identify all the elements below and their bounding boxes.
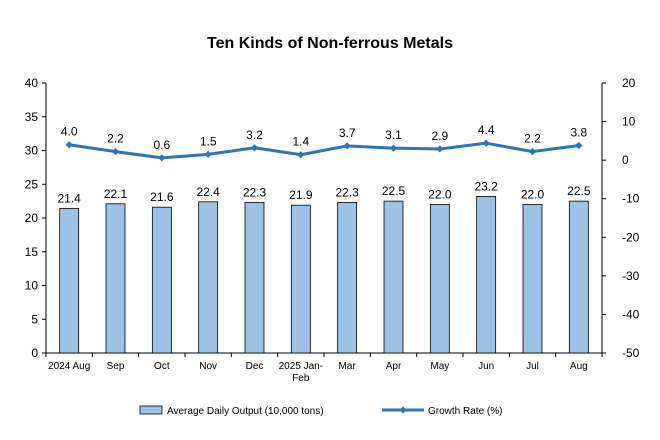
growth-rate-point (158, 154, 166, 162)
right-tick-label: 10 (622, 115, 636, 129)
growth-rate-point (528, 148, 537, 156)
right-tick-label: -10 (622, 192, 640, 206)
right-tick-label: 20 (622, 76, 636, 90)
legend-swatch-output (139, 405, 163, 415)
growth-rate-point (436, 145, 444, 153)
x-tick-label: Feb (292, 373, 310, 384)
growth-rate-point (204, 150, 212, 158)
x-tick-label: Nov (199, 361, 217, 372)
x-tick-label: Jun (478, 361, 494, 372)
bar (476, 195, 497, 354)
x-tick-label: Sep (107, 361, 125, 372)
line-data-label: 2.2 (524, 132, 541, 146)
bar-data-label: 21.4 (57, 192, 81, 206)
x-tick-label: May (430, 361, 449, 372)
line-data-label: 2.2 (107, 132, 124, 146)
bar (151, 206, 172, 354)
line-data-label: 3.2 (246, 128, 263, 142)
growth-rate-point (111, 148, 120, 156)
bar (244, 202, 265, 354)
left-tick-label: 5 (31, 312, 38, 326)
bar-data-label: 22.0 (428, 188, 452, 202)
left-tick-label: 15 (25, 245, 39, 259)
bar-data-label: 22.5 (382, 184, 406, 198)
left-tick-label: 35 (25, 110, 39, 124)
growth-rate-point (250, 144, 259, 152)
legend-marker-growth (399, 406, 407, 414)
line-data-label: 3.8 (570, 125, 587, 139)
left-tick-label: 30 (25, 144, 39, 158)
line-data-label: 3.7 (339, 126, 356, 140)
bar (198, 201, 219, 354)
right-tick-label: -40 (622, 307, 640, 321)
bar (290, 204, 311, 354)
legend-label-growth: Growth Rate (%) (428, 406, 502, 417)
bar-data-label: 21.6 (150, 190, 174, 204)
bar (105, 203, 126, 354)
left-tick-label: 20 (25, 211, 39, 225)
left-tick-label: 10 (25, 279, 39, 293)
bar-data-label: 22.1 (104, 187, 128, 201)
bar (522, 204, 543, 354)
legend: Average Daily Output (10,000 tons) Growth… (139, 405, 502, 417)
bar (337, 202, 358, 354)
growth-rate-point (575, 141, 583, 150)
x-tick-label: Aug (570, 361, 588, 372)
bar (59, 208, 80, 354)
growth-rate-point (389, 144, 398, 152)
line-data-label: 2.9 (431, 129, 448, 143)
bar-data-label: 21.9 (289, 188, 313, 202)
x-tick-label: Apr (386, 361, 402, 372)
bar-data-label: 22.3 (243, 185, 267, 199)
x-tick-label: Jul (526, 361, 539, 372)
left-tick-label: 25 (25, 177, 39, 191)
x-tick-label: 2025 Jan- (279, 361, 323, 372)
line-data-label: 0.6 (153, 138, 170, 152)
legend-label-output: Average Daily Output (10,000 tons) (167, 406, 324, 417)
right-tick-label: 0 (622, 153, 629, 167)
x-tick-label: Dec (246, 361, 264, 372)
bar-data-label: 22.5 (567, 184, 591, 198)
line-data-label: 1.4 (292, 135, 309, 149)
chart-title: Ten Kinds of Non-ferrous Metals (207, 35, 453, 52)
right-tick-label: -20 (622, 230, 640, 244)
right-tick-label: -30 (622, 269, 640, 283)
growth-rate-point (65, 141, 73, 149)
bar-data-label: 22.0 (521, 188, 545, 202)
bar-data-label: 22.4 (196, 185, 220, 199)
line-data-label: 4.4 (478, 123, 495, 137)
growth-rate-point (297, 151, 305, 159)
bar (383, 200, 404, 354)
line-data-label: 1.5 (200, 134, 217, 148)
bar-data-label: 22.3 (335, 185, 359, 199)
left-tick-label: 0 (31, 346, 38, 360)
bar-data-label: 23.2 (474, 179, 498, 193)
left-tick-label: 40 (25, 76, 39, 90)
line-data-label: 3.1 (385, 128, 402, 142)
growth-rate-line (68, 141, 580, 160)
growth-rate-point (482, 139, 490, 147)
x-tick-label: Oct (154, 361, 170, 372)
line-data-label: 4.0 (61, 125, 78, 139)
right-tick-label: -50 (622, 346, 640, 360)
x-tick-label: Mar (339, 361, 357, 372)
bar (568, 200, 589, 354)
bar (429, 204, 450, 354)
growth-rate-point (343, 142, 351, 150)
x-tick-label: 2024 Aug (48, 361, 90, 372)
